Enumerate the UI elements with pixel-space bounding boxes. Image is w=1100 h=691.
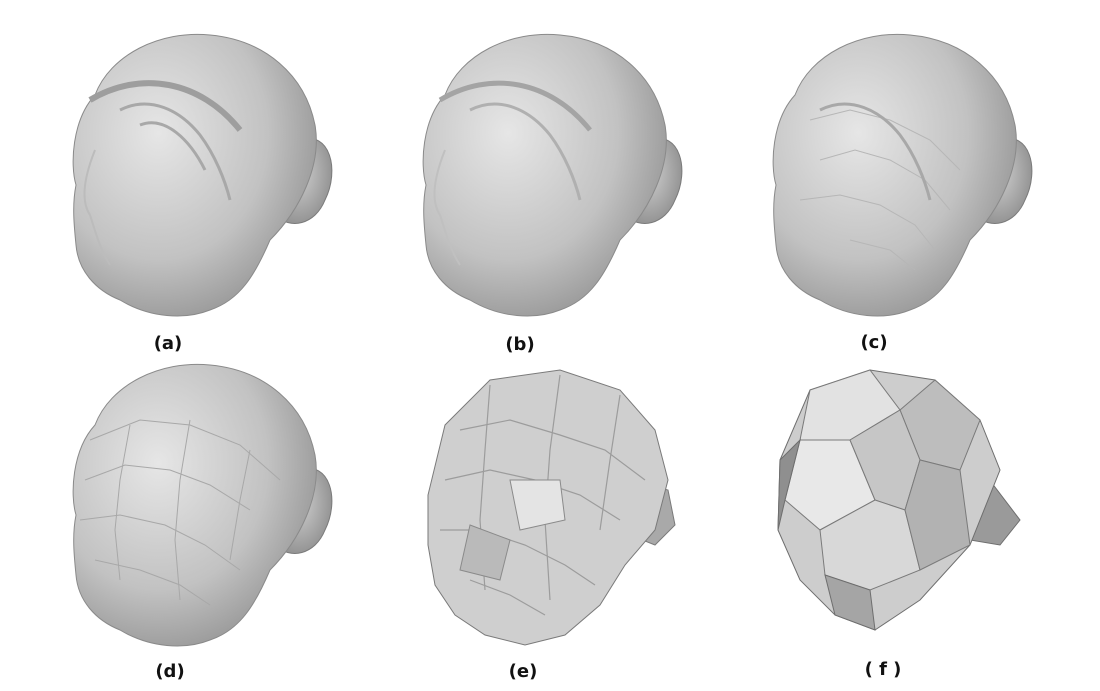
head-shape <box>72 33 317 317</box>
caption-b: (b) <box>505 334 535 355</box>
caption-e: (e) <box>508 661 538 682</box>
caption-a: (a) <box>153 333 183 354</box>
panel-d-head <box>72 363 333 647</box>
panel-a-head <box>72 33 333 317</box>
caption-f: ( f ) <box>864 659 902 680</box>
panel-c-head <box>772 33 1033 317</box>
panel-f-head <box>777 369 1021 631</box>
caption-c: (c) <box>860 332 888 353</box>
panel-b-head <box>422 33 683 317</box>
face-profile <box>83 149 111 266</box>
facet-overlay <box>799 109 961 271</box>
caption-d: (d) <box>155 661 185 682</box>
hair-curls <box>119 102 232 201</box>
hair-band <box>88 80 243 132</box>
panel-e-head <box>427 369 676 646</box>
